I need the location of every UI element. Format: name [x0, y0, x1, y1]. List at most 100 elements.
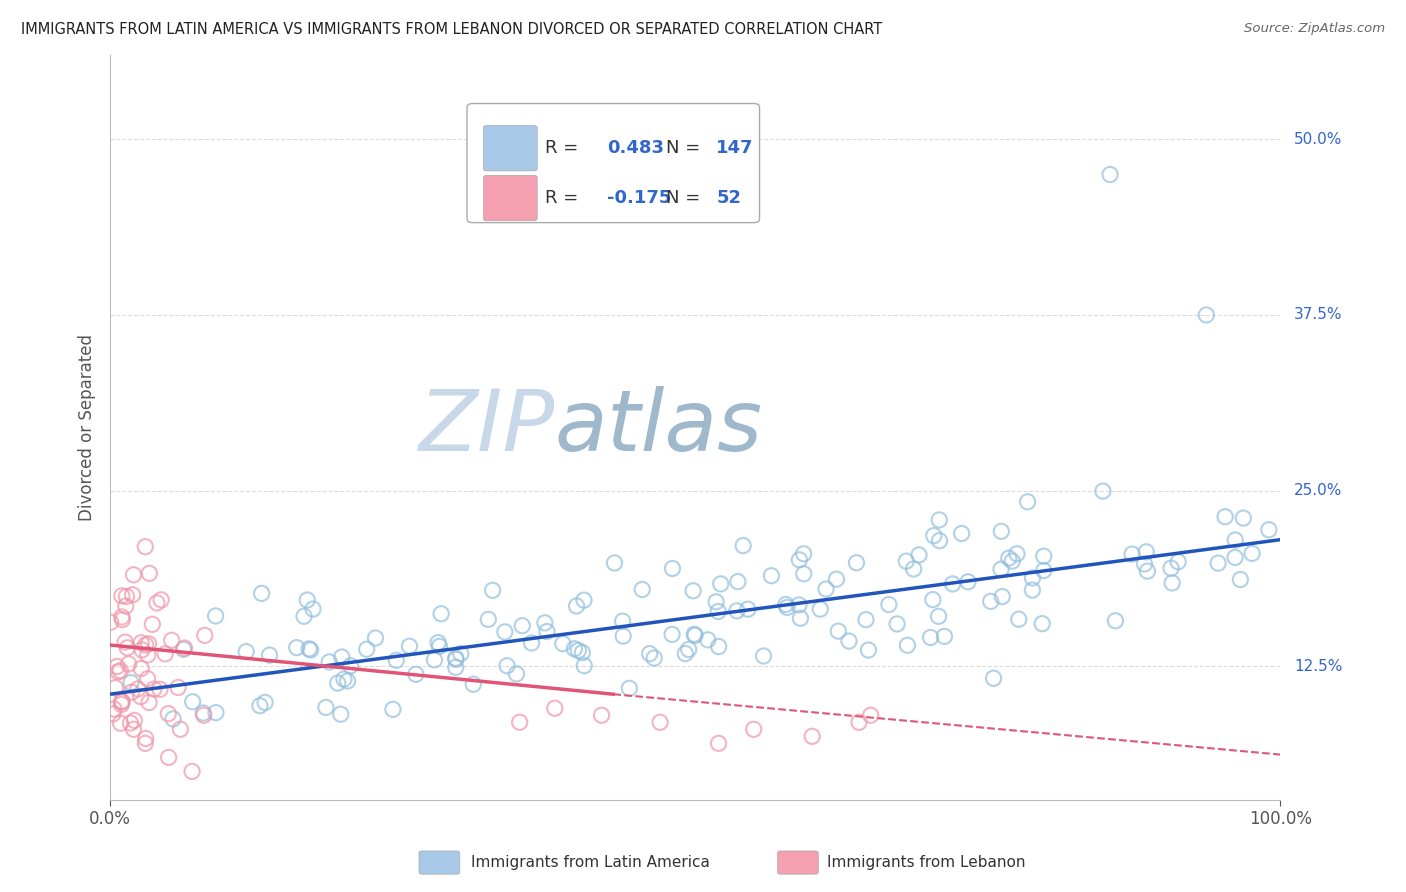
Point: [318, 655, 340, 669]
Point: [138, 696, 160, 710]
Text: 37.5%: 37.5%: [1295, 308, 1343, 323]
Point: [356, 642, 378, 657]
Point: [921, 592, 943, 607]
Point: [129, 690, 152, 704]
Point: [787, 553, 810, 567]
Point: [683, 628, 706, 642]
Point: [254, 695, 277, 709]
Point: [1031, 616, 1053, 631]
Point: [1160, 561, 1182, 575]
Point: [1195, 308, 1218, 322]
Point: [104, 681, 127, 695]
Point: [141, 617, 163, 632]
Point: [673, 647, 696, 661]
Point: [111, 610, 134, 624]
Point: [121, 588, 143, 602]
Point: [1225, 533, 1247, 547]
Point: [990, 562, 1012, 576]
Point: [194, 628, 217, 642]
Point: [149, 682, 172, 697]
Point: [110, 664, 132, 678]
Point: [326, 676, 349, 690]
Point: [1099, 168, 1122, 182]
Point: [1223, 550, 1246, 565]
Point: [1167, 555, 1189, 569]
Point: [181, 695, 204, 709]
Point: [193, 706, 215, 720]
Point: [111, 695, 134, 709]
Point: [612, 614, 634, 628]
Point: [142, 682, 165, 697]
Point: [808, 602, 831, 616]
Point: [181, 764, 204, 779]
Point: [920, 631, 942, 645]
Point: [429, 640, 451, 654]
Point: [858, 643, 880, 657]
Point: [122, 723, 145, 737]
Point: [648, 715, 671, 730]
Point: [682, 583, 704, 598]
Point: [124, 714, 146, 728]
Text: Source: ZipAtlas.com: Source: ZipAtlas.com: [1244, 22, 1385, 36]
Point: [551, 637, 574, 651]
Text: R =: R =: [546, 189, 585, 207]
Point: [249, 698, 271, 713]
Point: [775, 598, 797, 612]
Point: [574, 658, 596, 673]
Point: [683, 627, 706, 641]
Point: [134, 540, 156, 554]
Point: [481, 583, 503, 598]
Point: [117, 657, 139, 671]
Point: [101, 706, 124, 721]
Point: [710, 577, 733, 591]
Point: [1091, 484, 1114, 499]
Text: R =: R =: [546, 139, 585, 157]
Point: [793, 566, 815, 581]
Point: [1136, 564, 1159, 578]
Point: [903, 562, 925, 576]
Point: [127, 681, 149, 696]
Point: [838, 634, 860, 648]
Point: [827, 624, 849, 639]
Point: [329, 707, 352, 722]
Point: [204, 609, 226, 624]
Point: [908, 548, 931, 562]
Point: [1121, 547, 1143, 561]
Point: [591, 708, 613, 723]
Point: [339, 658, 361, 673]
Point: [136, 648, 159, 662]
Point: [544, 701, 567, 715]
Point: [704, 595, 727, 609]
Point: [385, 653, 408, 667]
Point: [1257, 523, 1279, 537]
Point: [1232, 511, 1254, 525]
Point: [100, 615, 122, 630]
Point: [1021, 582, 1043, 597]
Point: [333, 672, 356, 686]
Point: [111, 589, 134, 603]
Point: [136, 672, 159, 686]
Point: [1017, 495, 1039, 509]
Text: 25.0%: 25.0%: [1295, 483, 1343, 498]
Point: [129, 661, 152, 675]
Point: [571, 646, 593, 660]
Point: [115, 590, 138, 604]
Point: [297, 593, 319, 607]
Point: [564, 641, 586, 656]
Point: [661, 627, 683, 641]
Point: [1213, 509, 1236, 524]
Point: [138, 566, 160, 581]
Point: [120, 675, 142, 690]
Point: [129, 636, 152, 650]
Point: [801, 729, 824, 743]
Point: [259, 648, 281, 662]
Point: [536, 624, 558, 639]
Point: [793, 547, 815, 561]
Point: [285, 640, 308, 655]
Point: [1104, 614, 1126, 628]
Point: [173, 641, 195, 656]
Point: [150, 593, 173, 607]
Point: [896, 554, 918, 568]
Point: [761, 568, 783, 582]
Point: [572, 593, 595, 607]
